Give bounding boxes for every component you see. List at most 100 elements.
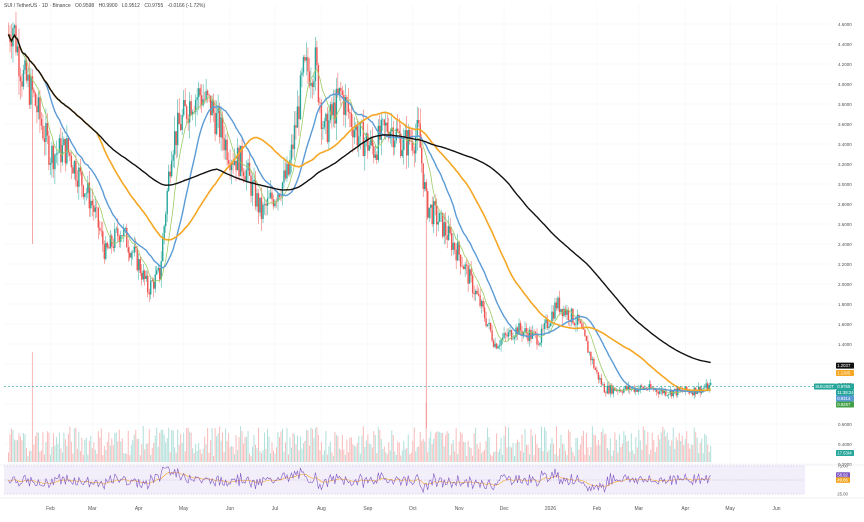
candle-body: [680, 389, 682, 391]
volume-bar: [524, 428, 526, 462]
candle-body: [292, 144, 294, 149]
volume-bar: [259, 451, 261, 462]
candle-body: [558, 297, 561, 313]
candle-body: [672, 390, 674, 397]
volume-bar: [668, 439, 670, 462]
candle-body: [63, 138, 65, 146]
candle-body: [443, 222, 445, 237]
volume-bar: [686, 431, 688, 462]
candle-body: [317, 65, 320, 103]
candle-body: [188, 101, 191, 123]
volume-bar: [24, 434, 26, 462]
volume-bar: [651, 432, 653, 462]
volume-bar: [196, 451, 198, 462]
volume-bar: [654, 451, 656, 462]
candle-body: [473, 293, 475, 295]
candle-body: [233, 160, 236, 165]
candle-body: [253, 179, 255, 182]
candle-body: [697, 386, 700, 392]
volume-bar: [590, 447, 592, 462]
volume-bar: [615, 439, 617, 462]
candle-body: [248, 162, 251, 176]
month-label: Mar: [634, 506, 643, 512]
candle-body: [163, 226, 165, 239]
candle-body: [48, 135, 50, 165]
candle-body: [540, 328, 543, 344]
volume-bar: [114, 433, 116, 462]
volume-bar: [298, 450, 300, 462]
volume-bar: [693, 427, 695, 462]
volume-bar: [588, 455, 590, 462]
volume-bar: [609, 437, 611, 462]
volume-bar: [133, 434, 135, 462]
month-label: Mar: [88, 506, 97, 512]
volume-bar: [656, 447, 658, 462]
candle-body: [498, 345, 501, 347]
volume-bar: [60, 448, 62, 462]
candle-body: [244, 176, 246, 181]
candle-body: [438, 212, 441, 222]
candle-body: [678, 387, 680, 391]
candle-body: [359, 121, 362, 137]
candle-body: [287, 163, 290, 175]
month-label: 2026: [545, 506, 556, 512]
volume-bar: [19, 436, 21, 462]
price-tag: [836, 395, 854, 402]
volume-bar: [118, 429, 120, 462]
candle-body: [524, 328, 526, 332]
candle-body: [40, 119, 43, 126]
candle-body: [145, 275, 147, 279]
candle-body: [465, 264, 468, 266]
candle-body: [326, 113, 329, 142]
volume-bar: [439, 432, 441, 462]
volume-bar: [90, 435, 92, 462]
volume-bar: [205, 444, 207, 462]
candle-body: [164, 214, 167, 227]
candle-body: [548, 326, 550, 329]
candle-body: [404, 130, 406, 137]
volume-bar: [454, 451, 456, 462]
volume-bar: [702, 453, 704, 462]
candle-body: [190, 101, 192, 115]
candle-body: [575, 324, 577, 326]
volume-bar: [129, 455, 131, 462]
candle-body: [332, 102, 335, 116]
volume-bar: [485, 440, 487, 462]
volume-bar: [33, 444, 35, 462]
volume-bar: [16, 440, 18, 462]
volume-bar: [192, 448, 194, 462]
volume-bar: [503, 435, 505, 462]
symbol-label[interactable]: SUI / TetherUS · 1D · Binance: [4, 3, 71, 9]
month-label: Jun: [773, 506, 781, 512]
volume-bar: [61, 452, 63, 462]
volume-bar: [112, 445, 114, 462]
candle-body: [706, 383, 709, 391]
volume-bar: [10, 428, 12, 462]
volume-bar: [243, 443, 245, 462]
volume-bar: [79, 451, 81, 462]
volume-bar: [329, 441, 331, 462]
candle-body: [416, 119, 418, 137]
candle-body: [599, 378, 601, 380]
volume-bar: [499, 449, 501, 462]
volume-bar: [171, 429, 173, 462]
candle-body: [530, 329, 532, 339]
volume-bar: [455, 428, 457, 462]
volume-bar: [231, 445, 233, 462]
volume-bar: [585, 433, 587, 462]
price-axis-label: 4.2000: [838, 62, 852, 67]
candle-body: [206, 90, 209, 95]
candle-body: [485, 318, 487, 326]
volume-bar: [566, 455, 568, 462]
candle-body: [132, 252, 134, 254]
candle-body: [557, 297, 559, 309]
volume-bar: [347, 452, 349, 462]
volume-bar: [57, 444, 59, 462]
volume-bar: [464, 442, 466, 462]
candle-body: [112, 246, 114, 248]
candle-body: [221, 117, 224, 139]
volume-bar: [362, 426, 364, 462]
candle-body: [419, 123, 421, 148]
volume-bar: [680, 441, 682, 462]
